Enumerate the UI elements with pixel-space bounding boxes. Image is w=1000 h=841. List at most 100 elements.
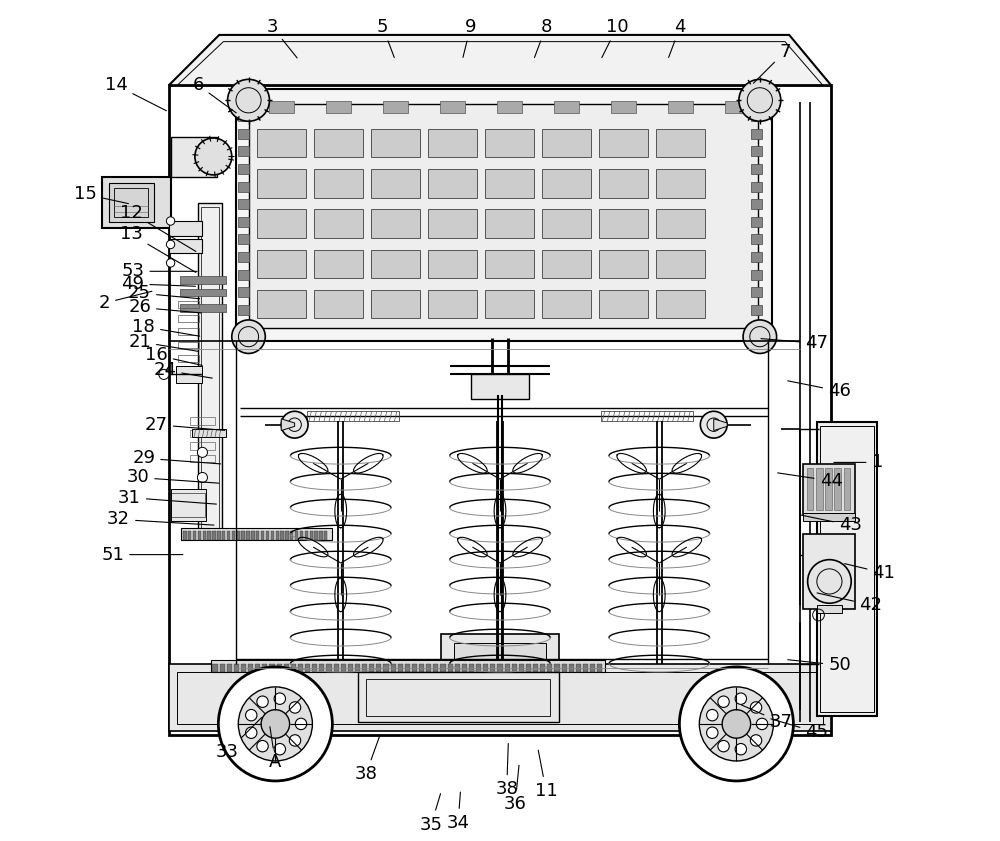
- Text: 15: 15: [74, 185, 128, 204]
- Bar: [405, 664, 410, 672]
- Text: 50: 50: [788, 656, 851, 674]
- Bar: [751, 217, 762, 227]
- Bar: [454, 643, 546, 676]
- Text: 32: 32: [107, 510, 214, 528]
- Bar: [476, 664, 481, 672]
- Bar: [432, 685, 436, 693]
- Bar: [246, 532, 250, 540]
- Bar: [171, 137, 217, 177]
- Bar: [251, 532, 255, 540]
- Bar: [751, 322, 762, 332]
- Bar: [656, 129, 705, 157]
- Bar: [469, 664, 474, 672]
- Bar: [398, 664, 403, 672]
- Bar: [554, 664, 560, 672]
- Text: 4: 4: [669, 18, 686, 57]
- Bar: [599, 290, 648, 318]
- Circle shape: [707, 710, 718, 721]
- Circle shape: [808, 559, 851, 603]
- Circle shape: [289, 735, 301, 746]
- Bar: [291, 664, 296, 672]
- Text: 44: 44: [778, 472, 843, 489]
- Bar: [198, 203, 222, 534]
- Bar: [369, 664, 374, 672]
- Bar: [305, 664, 310, 672]
- Bar: [383, 664, 389, 672]
- Bar: [569, 664, 574, 672]
- Bar: [599, 169, 648, 198]
- Bar: [751, 304, 762, 315]
- Bar: [817, 422, 877, 716]
- Bar: [488, 685, 492, 693]
- Bar: [476, 685, 480, 693]
- Bar: [391, 664, 396, 672]
- Bar: [820, 426, 874, 712]
- Circle shape: [718, 696, 729, 707]
- Bar: [581, 685, 585, 693]
- Bar: [834, 468, 841, 510]
- Text: 53: 53: [121, 262, 197, 280]
- Circle shape: [274, 693, 286, 705]
- Bar: [428, 290, 477, 318]
- Bar: [383, 101, 408, 113]
- Bar: [326, 101, 351, 113]
- Bar: [176, 366, 202, 383]
- Bar: [807, 468, 813, 510]
- Bar: [266, 532, 269, 540]
- Bar: [171, 494, 205, 517]
- Bar: [262, 664, 267, 672]
- Text: 29: 29: [132, 449, 221, 468]
- Bar: [751, 146, 762, 156]
- Bar: [751, 164, 762, 174]
- Bar: [324, 532, 327, 540]
- Text: 8: 8: [535, 18, 552, 57]
- Bar: [211, 660, 605, 672]
- Text: 38: 38: [354, 735, 380, 783]
- Bar: [362, 664, 367, 672]
- Text: 3: 3: [266, 18, 297, 58]
- Bar: [180, 289, 226, 296]
- Bar: [238, 217, 249, 227]
- Bar: [177, 672, 823, 724]
- Bar: [803, 534, 855, 609]
- Bar: [542, 250, 591, 278]
- Bar: [238, 129, 249, 139]
- Bar: [227, 532, 230, 540]
- Bar: [371, 209, 420, 238]
- Bar: [469, 685, 474, 693]
- Bar: [319, 664, 324, 672]
- Bar: [485, 250, 534, 278]
- Bar: [656, 169, 705, 198]
- Bar: [238, 146, 249, 156]
- Bar: [668, 101, 693, 113]
- Polygon shape: [281, 419, 295, 431]
- Bar: [355, 664, 360, 672]
- Bar: [376, 664, 381, 672]
- Bar: [590, 664, 595, 672]
- Bar: [238, 235, 249, 245]
- Bar: [576, 664, 581, 672]
- Text: 10: 10: [602, 18, 629, 57]
- Bar: [656, 209, 705, 238]
- Bar: [445, 685, 449, 693]
- Bar: [178, 315, 199, 321]
- Bar: [569, 685, 573, 693]
- Bar: [180, 304, 226, 311]
- Circle shape: [756, 718, 768, 730]
- Bar: [314, 290, 363, 318]
- Bar: [234, 664, 239, 672]
- Bar: [298, 664, 303, 672]
- Bar: [455, 664, 460, 672]
- Bar: [284, 664, 289, 672]
- Bar: [462, 664, 467, 672]
- Bar: [575, 685, 579, 693]
- Bar: [334, 664, 339, 672]
- Bar: [844, 468, 850, 510]
- Bar: [497, 664, 503, 672]
- Bar: [412, 676, 588, 693]
- Bar: [428, 250, 477, 278]
- Bar: [257, 129, 306, 157]
- Bar: [190, 442, 215, 450]
- Bar: [751, 93, 762, 103]
- Bar: [271, 532, 274, 540]
